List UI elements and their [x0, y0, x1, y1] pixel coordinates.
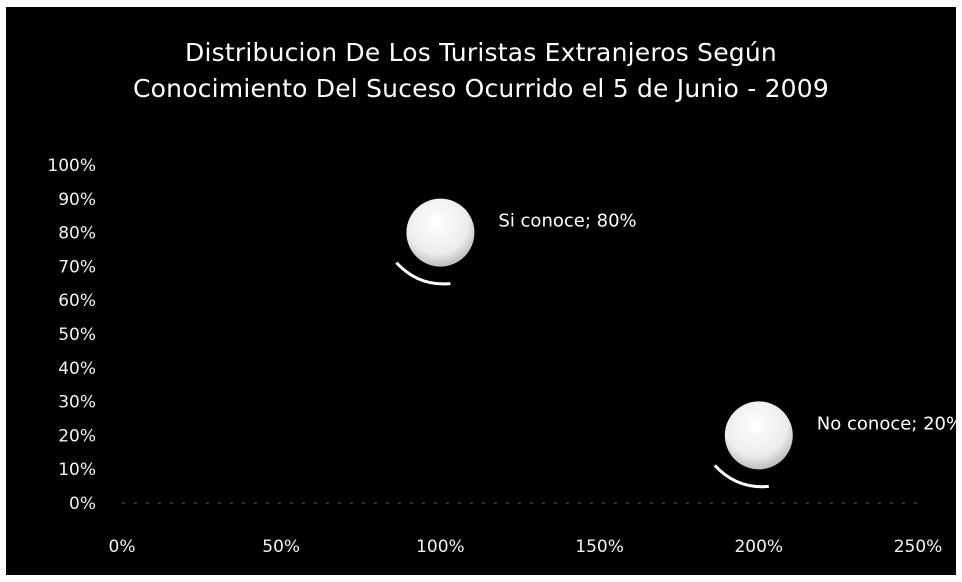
- chart-title-line-2: Conocimiento Del Suceso Ocurrido el 5 de…: [133, 74, 829, 103]
- x-tick-label: 150%: [575, 537, 624, 557]
- data-point: [713, 401, 793, 489]
- y-tick-label: 20%: [58, 426, 96, 446]
- data-label: No conoce; 20%: [817, 413, 962, 434]
- x-tick-label: 50%: [262, 537, 300, 557]
- data-point-reflection: [713, 464, 769, 489]
- x-tick-label: 100%: [416, 537, 465, 557]
- x-tick-label: 250%: [894, 537, 943, 557]
- y-tick-label: 50%: [58, 325, 96, 345]
- y-tick-label: 100%: [47, 156, 96, 176]
- chart-title-line-1: Distribucion De Los Turistas Extranjeros…: [185, 38, 777, 67]
- y-tick-label: 60%: [58, 291, 96, 311]
- x-tick-label: 0%: [109, 537, 136, 557]
- data-point: [395, 198, 475, 286]
- y-tick-label: 70%: [58, 257, 96, 277]
- x-tick-label: 200%: [734, 537, 783, 557]
- y-tick-label: 80%: [58, 224, 96, 244]
- data-points: [395, 198, 793, 489]
- data-point-reflection: [395, 261, 451, 286]
- data-label: Si conoce; 80%: [498, 211, 636, 232]
- y-tick-label: 0%: [69, 494, 96, 514]
- data-labels: Si conoce; 80% No conoce; 20%: [498, 211, 962, 435]
- data-point-bubble: [406, 198, 475, 267]
- data-point-bubble: [724, 401, 793, 470]
- y-tick-label: 30%: [58, 393, 96, 413]
- y-tick-label: 40%: [58, 359, 96, 379]
- plot-area: [6, 7, 956, 575]
- x-axis: 0% 50% 100% 150% 200% 250%: [109, 537, 943, 557]
- y-tick-label: 90%: [58, 190, 96, 210]
- y-axis: 0% 10% 20% 30% 40% 50% 60% 70% 80% 90% 100%: [47, 156, 96, 514]
- y-tick-label: 10%: [58, 460, 96, 480]
